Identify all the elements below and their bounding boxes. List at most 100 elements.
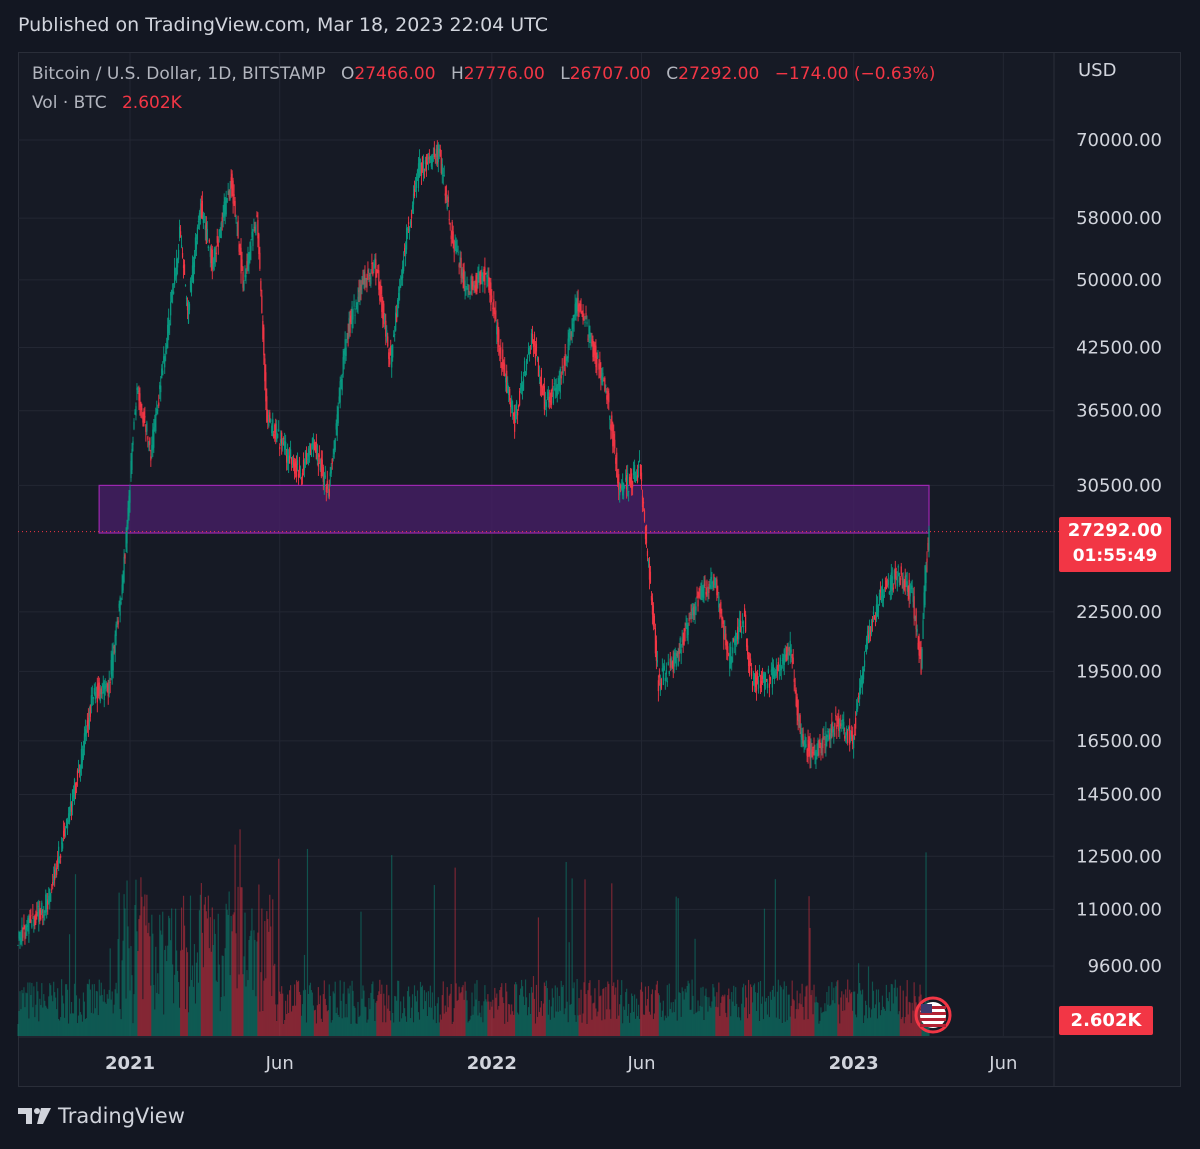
candle-body: [734, 639, 736, 645]
candle-body: [405, 228, 408, 250]
volume-bar: [522, 996, 525, 1036]
candle-body: [925, 567, 927, 584]
candle-body: [452, 231, 454, 244]
volume-bar: [100, 982, 102, 1036]
volume-bar: [229, 975, 231, 1036]
candle-body: [127, 507, 129, 524]
candle-body: [569, 328, 571, 338]
candle-body: [785, 654, 787, 661]
volume-bar: [315, 1023, 317, 1036]
candle-body: [753, 673, 756, 686]
candle-body: [27, 917, 29, 924]
volume-bar: [842, 1010, 844, 1036]
candle-body: [108, 679, 110, 694]
volume-bar: [132, 1023, 134, 1036]
volume-bar: [59, 1020, 61, 1036]
volume-bar: [773, 996, 775, 1036]
candle-body: [702, 586, 704, 598]
volume-bar: [39, 998, 41, 1036]
volume-bar: [691, 979, 693, 1036]
candle-body: [29, 915, 31, 923]
volume-bar: [902, 990, 904, 1036]
candle-body: [413, 189, 416, 196]
candle-body: [348, 317, 350, 332]
volume-bar: [214, 933, 216, 1036]
candle-body: [856, 709, 858, 715]
volume-bar: [613, 982, 615, 1036]
candle-body: [721, 615, 723, 620]
candle-body: [406, 228, 409, 231]
y-tick-label: 22500.00: [1076, 602, 1162, 623]
volume-bar: [123, 894, 125, 1036]
candle-body: [778, 670, 780, 671]
candle-body: [162, 370, 164, 376]
volume-bar: [127, 926, 129, 1036]
candle-body: [859, 687, 861, 700]
candle-body: [922, 620, 924, 639]
candle-body: [148, 441, 150, 446]
volume-bar: [820, 1007, 822, 1036]
candle-body: [44, 910, 46, 913]
candle-body: [549, 400, 551, 403]
candle-body: [862, 668, 865, 680]
volume-bar: [621, 980, 623, 1036]
volume-bar: [216, 981, 218, 1036]
volume-bar: [177, 982, 180, 1036]
candle-body: [915, 608, 917, 630]
volume-bar: [549, 1019, 551, 1036]
candle-body: [867, 634, 870, 640]
candle-body: [729, 653, 731, 669]
currency-label[interactable]: USD: [1078, 60, 1117, 81]
volume-bar: [418, 1019, 421, 1036]
candle-body: [822, 736, 824, 749]
candle-body: [153, 427, 155, 448]
candle-body: [408, 227, 411, 232]
candle-body: [26, 925, 28, 927]
candle-body: [217, 239, 219, 247]
candle-body: [766, 683, 769, 688]
candle-body: [751, 682, 754, 691]
candle-body: [496, 325, 498, 335]
volume-bar: [706, 997, 708, 1036]
volume-bar: [764, 1001, 767, 1036]
candle-body: [39, 909, 41, 920]
candle-body: [420, 162, 423, 176]
candle-body: [374, 258, 376, 268]
candle-body: [525, 359, 528, 371]
volume-bar: [731, 992, 733, 1036]
candle-body: [603, 379, 605, 382]
candle-body: [905, 575, 907, 578]
candle-body: [266, 396, 268, 422]
volume-bar: [323, 980, 325, 1036]
candle-body: [510, 401, 512, 408]
volume-bar: [807, 1019, 809, 1036]
volume-bar: [786, 1020, 788, 1036]
candle-body: [294, 461, 297, 468]
candle-body: [161, 368, 163, 379]
candle-body: [82, 749, 85, 758]
candle-body: [593, 343, 595, 356]
volume-bar: [442, 981, 444, 1036]
volume-bar: [429, 985, 431, 1036]
candle-body: [777, 661, 779, 671]
candle-body: [158, 402, 160, 406]
volume-bar: [540, 1001, 543, 1036]
volume-bar: [154, 1009, 156, 1036]
volume-bar: [900, 1019, 902, 1036]
candle-body: [553, 383, 555, 385]
volume-bar: [280, 993, 282, 1036]
candle-body: [324, 475, 326, 478]
candle-body: [497, 322, 499, 342]
volume-bar: [146, 894, 148, 1036]
candle-body: [895, 571, 897, 573]
candle-body: [159, 385, 161, 390]
tradingview-brand[interactable]: TradingView: [18, 1104, 185, 1128]
chart-panel[interactable]: [18, 52, 1181, 1087]
volume-bar: [328, 984, 330, 1036]
volume-bar: [217, 913, 219, 1036]
volume-bar: [819, 1020, 821, 1036]
volume-bar: [498, 1005, 500, 1036]
candle-body: [814, 751, 816, 756]
volume-bar: [427, 991, 429, 1036]
